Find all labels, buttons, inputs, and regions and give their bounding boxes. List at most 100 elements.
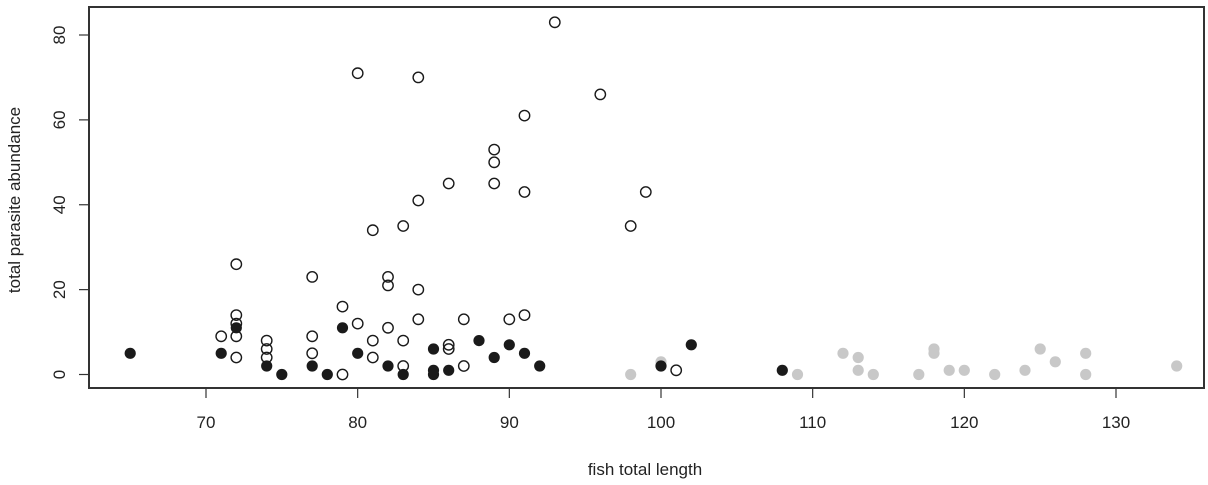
y-tick-label: 20 [50,280,69,299]
x-axis: 70 80 90 100 110 120 130 [197,388,1130,432]
gray-point [1049,356,1061,368]
black-point [261,360,273,372]
gray-point [958,364,970,376]
black-point [336,322,349,334]
gray-point [791,368,804,381]
gray-point [1080,368,1092,381]
y-tick-label: 60 [50,110,69,129]
open-circle-point [624,220,637,232]
black-point [230,322,242,334]
open-circle-point [230,330,243,343]
black-point [321,368,333,381]
open-circle-point [412,283,425,296]
open-circle-point [639,186,652,198]
y-axis: 0 20 40 60 80 [50,26,89,379]
open-circle-point [306,330,319,343]
black-point [215,347,227,359]
open-circle-point [518,109,531,122]
open-circle-point [366,334,379,347]
black-point [352,347,364,359]
open-circle-point [412,194,425,207]
gray-point [943,364,955,376]
open-circle-point [488,156,501,169]
gray-point [1019,364,1031,376]
black-point [427,368,440,381]
black-point [488,351,500,364]
x-tick-label: 110 [799,413,826,432]
open-circle-point [306,270,319,283]
black-point [427,343,440,355]
open-circle-point [306,347,319,360]
open-circle-point [457,313,470,326]
open-circle-point [442,343,455,355]
open-circle-point [503,313,516,326]
gray-point [989,368,1001,381]
gray-point [867,368,879,381]
open-circle-point [397,360,410,372]
open-circle-point [397,220,410,232]
black-point [776,364,788,376]
open-circle-point [336,300,349,313]
black-point [518,347,531,359]
y-tick-label: 0 [50,370,69,379]
black-point [443,364,455,376]
black-point [306,360,318,372]
x-tick-label: 70 [197,413,216,432]
gray-point [928,347,940,359]
open-circle-point [230,317,243,330]
open-circle-point [397,334,410,347]
y-axis-title: total parasite abundance [5,107,24,293]
open-circle-point [594,88,607,101]
open-circle-point [260,351,273,364]
open-circle-point [442,177,455,190]
black-point [382,360,394,372]
open-circle-point [336,368,349,381]
open-circle-point [382,270,394,283]
gray-point [852,351,864,364]
x-tick-label: 120 [950,413,978,432]
open-circle-point [230,258,243,271]
gray-point [852,364,864,376]
open-circle-point [366,224,379,237]
open-circle-point [670,364,683,377]
y-tick-label: 40 [50,195,69,214]
x-tick-label: 90 [500,413,519,432]
x-axis-title: fish total length [588,460,702,479]
open-circle-point [488,177,501,190]
open-circle-point [442,338,455,351]
open-circle-point [488,143,501,156]
data-points [124,16,1183,381]
black-point [503,339,515,351]
gray-point [837,347,849,359]
open-circle-point [518,186,531,198]
open-circle-point [351,317,364,330]
black-point [655,360,667,372]
y-tick-label: 80 [50,26,69,45]
open-circle-point [215,330,228,343]
black-point [397,368,409,381]
open-circle-point [412,71,425,84]
gray-point [1171,360,1183,372]
open-circle-point [382,279,394,292]
gray-point [1080,347,1092,359]
x-tick-label: 100 [647,413,675,432]
black-point [534,360,546,372]
open-circle-point [457,360,470,372]
x-tick-label: 80 [348,413,367,432]
open-circle-point [366,351,379,364]
open-circle-point [260,343,273,355]
plot-frame [88,6,1205,389]
open-circle-point [548,16,561,29]
black-point [473,335,485,347]
gray-point [913,368,925,381]
black-point [276,368,288,381]
open-circle-point [230,309,243,321]
open-circle-point [518,309,531,321]
open-circle-point [382,321,394,334]
x-tick-label: 130 [1102,413,1130,432]
gray-point [625,368,637,381]
open-circle-point [260,334,273,347]
open-circle-point [351,67,364,80]
gray-point [1034,343,1046,355]
